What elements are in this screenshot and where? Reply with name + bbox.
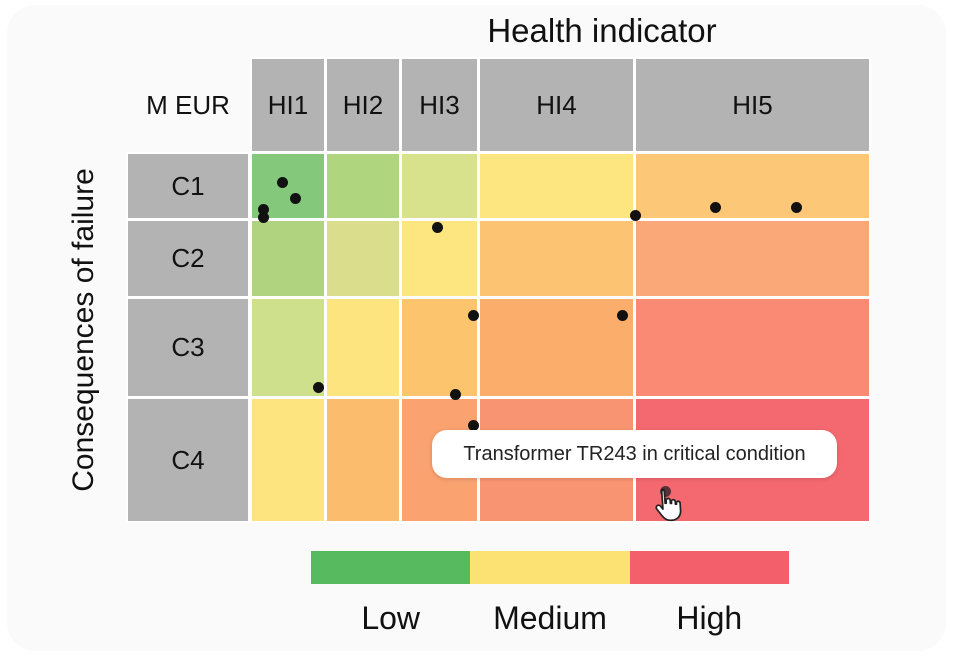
cell-hi3-c1[interactable]: [402, 154, 477, 218]
cell-hi2-c1[interactable]: [327, 154, 399, 218]
data-point[interactable]: [431, 221, 443, 233]
data-point[interactable]: [257, 203, 269, 215]
tooltip-text: Transformer TR243 in critical condition: [463, 442, 806, 465]
cell-hi3-c2[interactable]: [402, 221, 477, 296]
cell-hi4-c3[interactable]: [480, 299, 633, 396]
data-point[interactable]: [276, 176, 288, 188]
cell-hi4-c1[interactable]: [480, 154, 633, 218]
col-header-hi5: HI5: [636, 59, 869, 151]
row-header-c4: C4: [128, 399, 248, 521]
data-point[interactable]: [616, 309, 628, 321]
data-point[interactable]: [790, 201, 802, 213]
data-point[interactable]: [467, 419, 479, 431]
col-header-hi4: HI4: [480, 59, 633, 151]
row-header-c2: C2: [128, 221, 248, 296]
data-point[interactable]: [449, 388, 461, 400]
tooltip: Transformer TR243 in critical condition: [432, 430, 837, 478]
row-header-c3: C3: [128, 299, 248, 396]
cell-hi5-c1[interactable]: [636, 154, 869, 218]
cell-hi5-c2[interactable]: [636, 221, 869, 296]
legend-label-high: High: [676, 600, 743, 636]
legend-label-medium: Medium: [493, 600, 607, 636]
cell-hi3-c3[interactable]: [402, 299, 477, 396]
hand-cursor-icon: [655, 488, 682, 522]
legend-label-low: Low: [361, 600, 421, 636]
row-header-c1: C1: [128, 154, 248, 218]
chart-title: Health indicator: [487, 12, 717, 49]
cell-hi5-c3[interactable]: [636, 299, 869, 396]
data-point[interactable]: [629, 209, 641, 221]
col-header-hi1: HI1: [252, 59, 324, 151]
legend-swatch-medium: [470, 551, 630, 584]
cell-hi1-c4[interactable]: [252, 399, 324, 521]
y-axis-title-text: Consequences of failure: [67, 168, 100, 492]
data-point[interactable]: [257, 211, 269, 223]
units-label: M EUR: [146, 89, 230, 120]
data-point[interactable]: [467, 309, 479, 321]
cell-hi1-c3[interactable]: [252, 299, 324, 396]
cell-hi2-c3[interactable]: [327, 299, 399, 396]
legend-swatch-low: [311, 551, 471, 584]
legend-swatch-high: [629, 551, 789, 584]
cell-hi1-c2[interactable]: [252, 221, 324, 296]
cell-hi2-c4[interactable]: [327, 399, 399, 521]
data-point[interactable]: [709, 201, 721, 213]
col-header-hi3: HI3: [402, 59, 477, 151]
cell-hi2-c2[interactable]: [327, 221, 399, 296]
col-header-hi2: HI2: [327, 59, 399, 151]
data-point[interactable]: [312, 381, 324, 393]
cell-hi4-c2[interactable]: [480, 221, 633, 296]
data-point[interactable]: [289, 192, 301, 204]
